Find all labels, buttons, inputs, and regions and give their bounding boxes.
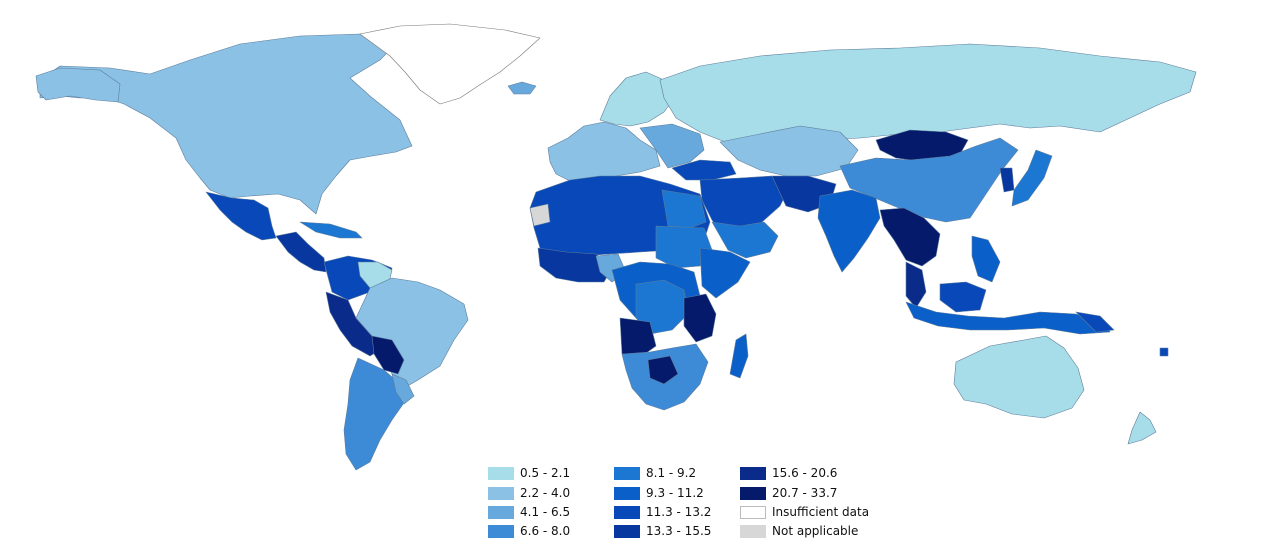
- legend-item-7: 13.3 - 15.5: [614, 523, 711, 539]
- legend-swatch: [614, 466, 640, 480]
- legend-label: 8.1 - 9.2: [646, 466, 697, 480]
- region-india: [817, 189, 881, 273]
- region-greenland: [359, 23, 541, 105]
- legend-item-11: Not applicable: [740, 523, 858, 539]
- region-horn-africa: [699, 247, 751, 299]
- region-egypt: [661, 189, 707, 229]
- region-korea: [999, 167, 1015, 193]
- region-madagascar: [729, 333, 749, 379]
- legend-item-9: 20.7 - 33.7: [740, 485, 837, 501]
- region-mexico: [205, 191, 277, 241]
- legend-swatch: [614, 505, 640, 519]
- legend-item-0: 0.5 - 2.1: [488, 465, 570, 481]
- legend-label: 4.1 - 6.5: [520, 505, 571, 519]
- region-new-zealand: [1127, 411, 1157, 445]
- legend-item-5: 9.3 - 11.2: [614, 485, 704, 501]
- region-borneo: [939, 281, 987, 313]
- legend-label: 20.7 - 33.7: [772, 486, 838, 500]
- legend-label: 11.3 - 13.2: [646, 505, 712, 519]
- region-iceland: [507, 81, 537, 95]
- legend-swatch: [740, 505, 766, 519]
- legend-label: 15.6 - 20.6: [772, 466, 838, 480]
- region-south-africa-core: [647, 355, 679, 385]
- region-alaska: [35, 67, 121, 103]
- region-japan: [1011, 149, 1053, 207]
- legend-item-2: 4.1 - 6.5: [488, 504, 570, 520]
- region-png: [1075, 311, 1115, 333]
- legend-swatch: [614, 486, 640, 500]
- legend-label: 2.2 - 4.0: [520, 486, 571, 500]
- region-sudan-east: [655, 225, 713, 269]
- legend-label: Not applicable: [772, 524, 859, 538]
- region-turkey: [671, 159, 737, 181]
- legend-item-6: 11.3 - 13.2: [614, 504, 711, 520]
- region-indonesia: [905, 301, 1111, 335]
- region-southeast-asia-2: [905, 261, 927, 309]
- region-uruguay-paraguay: [391, 373, 415, 405]
- legend-swatch: [740, 524, 766, 538]
- region-bolivia: [371, 335, 405, 375]
- region-australia: [953, 335, 1085, 419]
- legend-label: 0.5 - 2.1: [520, 466, 571, 480]
- legend-item-3: 6.6 - 8.0: [488, 523, 570, 539]
- legend-swatch: [488, 486, 514, 500]
- legend-swatch: [488, 466, 514, 480]
- legend-label: Insufficient data: [772, 505, 870, 519]
- region-western-sahara: [529, 203, 551, 227]
- legend-swatch: [488, 505, 514, 519]
- legend-label: 6.6 - 8.0: [520, 524, 571, 538]
- legend-swatch: [614, 524, 640, 538]
- region-caribbean: [299, 221, 363, 239]
- region-west-africa: [537, 247, 613, 283]
- legend-swatch: [488, 524, 514, 538]
- legend-item-1: 2.2 - 4.0: [488, 485, 570, 501]
- region-philippines: [971, 235, 1001, 283]
- legend-swatch: [740, 466, 766, 480]
- region-eastern-europe: [639, 123, 705, 169]
- legend-item-10: Insufficient data: [740, 504, 869, 520]
- region-arabia: [711, 221, 779, 259]
- region-east-africa: [683, 293, 717, 343]
- region-western-europe: [547, 121, 661, 183]
- legend-item-4: 8.1 - 9.2: [614, 465, 696, 481]
- region-north-america: [39, 33, 413, 215]
- legend-label: 13.3 - 15.5: [646, 524, 712, 538]
- legend-label: 9.3 - 11.2: [646, 486, 704, 500]
- region-central-america: [275, 231, 327, 273]
- legend-swatch: [740, 486, 766, 500]
- region-middle-east: [699, 175, 791, 237]
- region-southeast-asia: [879, 207, 941, 267]
- region-angola: [619, 317, 657, 357]
- region-china: [839, 137, 1019, 223]
- legend-item-8: 15.6 - 20.6: [740, 465, 837, 481]
- region-pacific-dot: [1159, 347, 1169, 357]
